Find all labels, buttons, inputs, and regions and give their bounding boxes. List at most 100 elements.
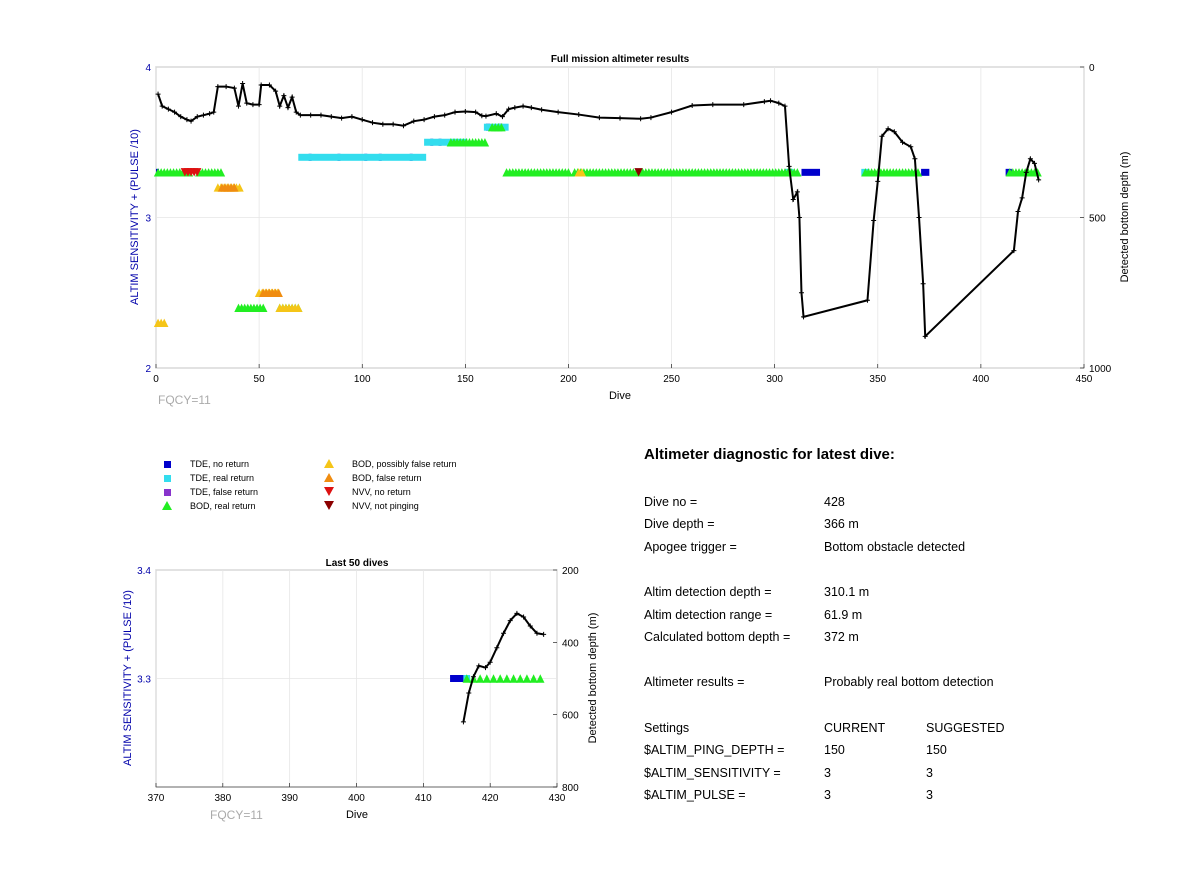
x-tick-label: 350 — [869, 374, 886, 385]
last-50-dives-chart: Last 50 dives Dive ALTIM SENSITIVITY + (… — [122, 558, 599, 822]
chart-title: Last 50 dives — [326, 558, 389, 569]
x-tick-label: 50 — [254, 374, 266, 385]
nvv-marker-group — [634, 168, 643, 177]
bod-marker — [216, 168, 226, 177]
bottom-depth-point — [514, 610, 520, 616]
bod-marker — [294, 303, 303, 312]
bottom-depth-point — [297, 112, 303, 118]
bottom-depth-point — [172, 109, 178, 115]
triangle-up-icon — [324, 472, 334, 482]
bottom-depth-point — [782, 103, 788, 109]
suggested-header: SUGGESTED — [926, 721, 1005, 735]
bod-marker — [509, 674, 518, 683]
y-tick-label-left: 4 — [145, 63, 151, 74]
tde-marker — [921, 168, 930, 176]
bottom-depth-point — [1015, 208, 1021, 214]
altim-depth-value: 310.1 m — [824, 585, 870, 599]
bottom-depth-point — [460, 719, 466, 725]
bottom-depth-point — [527, 623, 533, 629]
bottom-depth-point — [776, 100, 782, 106]
legend-item-bod-real-return: BOD, real return — [160, 500, 256, 513]
bod-marker — [480, 138, 490, 147]
bottom-depth-point — [359, 117, 365, 123]
bottom-depth-point — [794, 189, 800, 195]
bottom-depth-point — [541, 631, 547, 637]
bottom-depth-point — [761, 99, 767, 105]
bottom-depth-point — [790, 196, 796, 202]
diagnostic-title: Altimeter diagnostic for latest dive: — [644, 446, 895, 463]
bottom-depth-point — [617, 115, 623, 121]
calc-depth-row: Calculated bottom depth = 372 m — [644, 630, 1164, 646]
legend: TDE, no return TDE, real return TDE, fal… — [160, 458, 500, 518]
dive-depth-row: Dive depth = 366 m — [644, 517, 1164, 533]
bottom-depth-point — [235, 103, 241, 109]
bottom-depth-point — [328, 114, 334, 120]
nvv-marker — [634, 168, 643, 177]
x-tick-label: 400 — [973, 374, 990, 385]
bottom-depth-point — [507, 618, 513, 624]
full-mission-chart: Full mission altimeter results Dive ALTI… — [129, 54, 1131, 407]
ping-depth-row: $ALTIM_PING_DEPTH = 150 150 — [644, 743, 1164, 759]
tde-marker — [450, 675, 464, 682]
altim-range-value: 61.9 m — [824, 608, 863, 622]
results-label: Altimeter results = — [644, 675, 745, 689]
triangle-down-icon — [324, 486, 334, 496]
bottom-depth-point — [411, 118, 417, 124]
data-layer — [450, 610, 547, 725]
bod-marker — [274, 288, 283, 297]
bottom-depth-point — [483, 113, 489, 119]
bottom-depth-point — [689, 103, 695, 109]
sensitivity-current: 3 — [824, 766, 831, 780]
x-tick-label: 380 — [214, 793, 231, 804]
bottom-depth-point — [223, 84, 229, 90]
dive-no-row: Dive no = 428 — [644, 495, 1164, 511]
bottom-depth-point — [184, 117, 190, 123]
bottom-depth-point — [207, 111, 213, 117]
x-tick-label: 250 — [663, 374, 680, 385]
legend-label: BOD, false return — [352, 473, 422, 483]
y-ticks-right: 200 400 600 800 — [553, 566, 579, 794]
bottom-depth-point — [521, 614, 527, 620]
bottom-depth-point — [912, 156, 918, 162]
bod-marker — [489, 674, 498, 683]
bottom-depth-point — [281, 93, 287, 99]
pulse-label: $ALTIM_PULSE = — [644, 788, 746, 802]
y-tick-label-left: 3 — [145, 214, 151, 225]
dive-depth-label: Dive depth = — [644, 517, 715, 531]
bottom-depth-point — [798, 290, 804, 296]
legend-label: BOD, possibly false return — [352, 459, 457, 469]
y-ticks-right: 0 500 1000 — [1080, 63, 1112, 375]
chart-title: Full mission altimeter results — [551, 54, 690, 65]
bottom-depth-point — [473, 109, 479, 115]
x-tick-label: 0 — [153, 374, 159, 385]
y-ticks-left: 2 3 4 — [145, 63, 151, 375]
ping-depth-suggested: 150 — [926, 743, 947, 757]
fqcy-label: FQCY=11 — [158, 393, 211, 407]
legend-label: BOD, real return — [190, 501, 256, 511]
bottom-depth-point — [875, 178, 881, 184]
bottom-depth-point — [178, 114, 184, 120]
tde-marker — [298, 153, 427, 161]
legend-label: NVV, not pinging — [352, 501, 419, 511]
dive-no-value: 428 — [824, 495, 845, 509]
bottom-depth-point — [801, 314, 807, 320]
bottom-depth-point — [277, 103, 283, 109]
bottom-depth-point — [871, 218, 877, 224]
bottom-depth-point — [293, 109, 299, 115]
bottom-depth-point — [638, 116, 644, 122]
bod-marker — [462, 674, 471, 683]
fqcy-label: FQCY=11 — [210, 808, 263, 822]
legend-label: TDE, false return — [190, 487, 259, 497]
bod-marker — [536, 674, 545, 683]
bottom-depth-point — [285, 105, 291, 111]
settings-label: Settings — [644, 721, 690, 735]
y-axis-label-left: ALTIM SENSITIVITY + (PULSE /10) — [129, 129, 141, 305]
bottom-depth-point — [501, 630, 507, 636]
bottom-depth-point — [462, 109, 468, 115]
sensitivity-suggested: 3 — [926, 766, 933, 780]
bottom-depth-point — [211, 109, 217, 115]
bottom-depth-point — [442, 112, 448, 118]
bod-marker — [577, 168, 587, 177]
x-tick-label: 420 — [482, 793, 499, 804]
calc-depth-value: 372 m — [824, 630, 859, 644]
